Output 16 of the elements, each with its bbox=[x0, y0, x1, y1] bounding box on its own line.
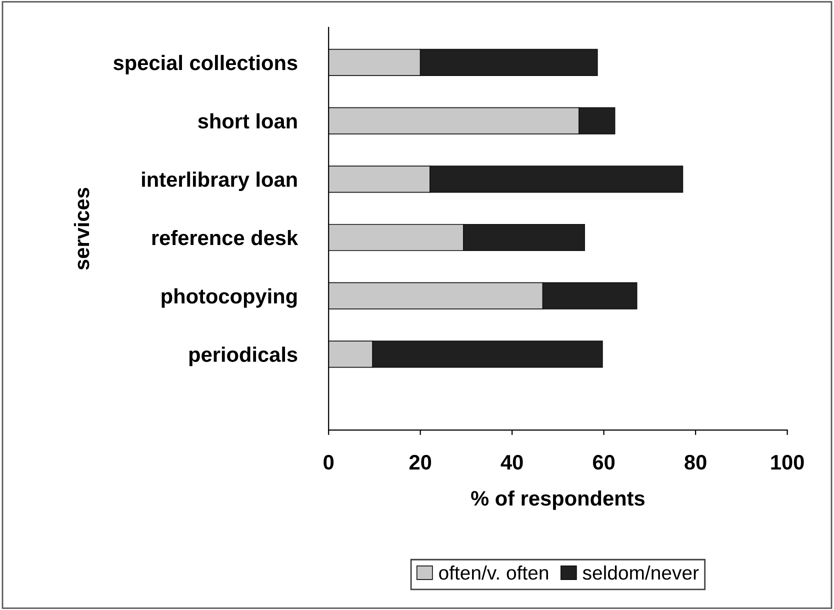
y-tick-label: photocopying bbox=[162, 288, 297, 308]
legend-label: seldom/never bbox=[582, 565, 699, 580]
x-axis-title: % of respondents bbox=[471, 490, 644, 510]
x-tick-label: 40 bbox=[500, 454, 523, 470]
legend-label: often/v. often bbox=[439, 565, 548, 580]
x-tick-label: 60 bbox=[592, 454, 615, 470]
y-tick-label: special collections bbox=[114, 54, 298, 74]
x-tick-label: 80 bbox=[684, 454, 706, 470]
y-axis-title: services bbox=[74, 188, 90, 270]
y-tick-label: interlibrary loan bbox=[142, 172, 297, 192]
x-tick-label: 0 bbox=[324, 454, 334, 470]
x-tick-label: 100 bbox=[771, 454, 804, 470]
x-tick-label: 20 bbox=[409, 454, 432, 470]
y-tick-label: periodicals bbox=[189, 346, 298, 366]
y-tick-label: reference desk bbox=[152, 230, 298, 246]
y-tick-label: short loan bbox=[198, 113, 297, 129]
